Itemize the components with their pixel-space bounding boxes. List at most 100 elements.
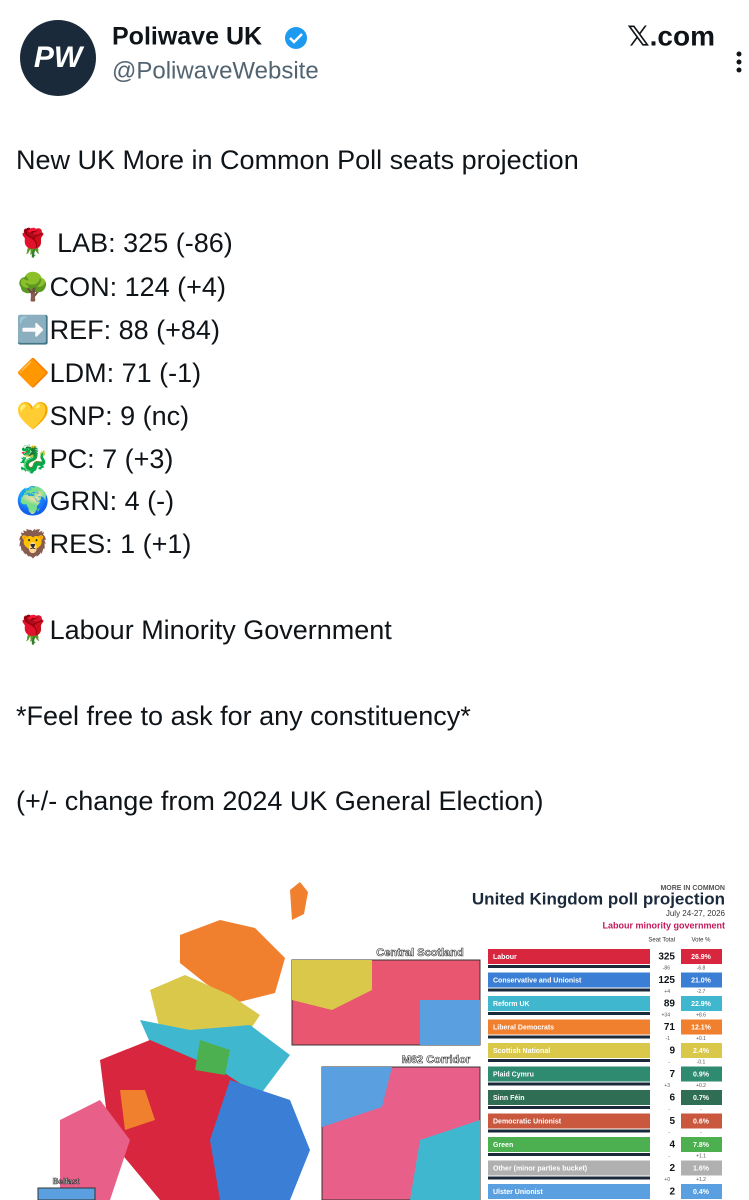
vote-box xyxy=(681,1090,722,1105)
vote-change: +0.2 xyxy=(696,1083,706,1089)
map-label: Belfast xyxy=(53,1177,80,1186)
party-name: Conservative and Unionist xyxy=(493,977,582,984)
bar-base xyxy=(488,988,650,992)
seats: 89 xyxy=(664,999,676,1010)
avatar[interactable] xyxy=(20,20,96,96)
vote-box xyxy=(681,949,722,964)
bar-base xyxy=(488,1153,650,1156)
tweet-line: 🐉PC: 7 (+3) xyxy=(16,443,173,474)
verified-badge xyxy=(285,27,307,49)
party-name: Other (minor parties bucket) xyxy=(493,1165,587,1172)
party-name: Sinn Féin xyxy=(493,1095,525,1102)
tweet-line: 🌳CON: 124 (+4) xyxy=(16,270,226,302)
party-bar xyxy=(488,1137,650,1152)
vote: 22.9% xyxy=(691,1001,712,1008)
seat-change: +0 xyxy=(664,1177,670,1183)
vote: 2.4% xyxy=(693,1048,710,1055)
map-label: M62 Corridor xyxy=(402,1054,471,1066)
map-label: Central Scotland xyxy=(376,947,463,959)
bar-base xyxy=(488,1059,650,1062)
party-name: Green xyxy=(493,1142,513,1149)
seat-change: - xyxy=(668,1059,670,1065)
vote-box xyxy=(681,1043,722,1058)
seat-change: -1 xyxy=(666,1036,671,1042)
tweet-line: New UK More in Common Poll seats project… xyxy=(16,145,579,175)
bar-base xyxy=(488,1035,650,1039)
vote-change: +1.1 xyxy=(696,1153,706,1159)
bar-base xyxy=(488,1129,650,1133)
avatar-text: PW xyxy=(34,41,85,74)
inset-belfast xyxy=(37,1187,96,1200)
party-bar xyxy=(488,1113,650,1129)
vote-box xyxy=(681,1113,722,1129)
party-bar xyxy=(488,972,650,988)
seats: 2 xyxy=(669,1163,675,1174)
vote-change: +0.1 xyxy=(696,1036,706,1042)
vote-change: -6.8 xyxy=(697,965,706,971)
date: July 24-27, 2026 xyxy=(666,909,726,918)
party-bar xyxy=(488,1184,650,1199)
tweet-line: *Feel free to ask for any constituency* xyxy=(16,701,471,731)
vote-box xyxy=(681,1184,722,1199)
tweet-line: 🌍GRN: 4 (-) xyxy=(16,485,174,516)
column-header: Vote % xyxy=(691,938,711,944)
tweet-line: 🔶LDM: 71 (-1) xyxy=(16,357,201,388)
vote: 12.1% xyxy=(691,1024,712,1031)
vote-change: +8.6 xyxy=(696,1012,706,1018)
handle[interactable]: @PoliwaveWebsite xyxy=(112,57,319,84)
tweet-line: 🌹Labour Minority Government xyxy=(16,613,392,645)
seat-change: - xyxy=(668,1106,670,1112)
subtitle: Labour minority government xyxy=(602,920,725,930)
seats: 125 xyxy=(658,975,675,986)
tweet-body: New UK More in Common Poll seats project… xyxy=(16,145,579,816)
display-name[interactable]: Poliwave UK xyxy=(112,23,262,51)
vote-change: +1.2 xyxy=(696,1177,706,1183)
party-name: Plaid Cymru xyxy=(493,1071,534,1078)
vote: 0.7% xyxy=(693,1095,710,1102)
party-name: Reform UK xyxy=(493,1001,530,1008)
party-bar xyxy=(488,1043,650,1058)
tweet-line: 🌹 LAB: 325 (-86) xyxy=(16,226,233,258)
bar-base xyxy=(488,1082,650,1086)
image-title: United Kingdom poll projection xyxy=(472,889,725,908)
party-name: Scottish National xyxy=(493,1048,550,1055)
seat-change: +4 xyxy=(664,989,670,995)
party-bar xyxy=(488,1066,650,1082)
party-bar xyxy=(488,996,650,1011)
vote: 0.6% xyxy=(693,1118,710,1125)
brand: MORE IN COMMON xyxy=(660,885,725,892)
menu-dots[interactable] xyxy=(736,51,742,73)
party-name: Ulster Unionist xyxy=(493,1189,543,1196)
seat-change: - xyxy=(668,1153,670,1159)
tweet-line: 🦁RES: 1 (+1) xyxy=(16,528,191,559)
vote: 26.9% xyxy=(691,954,712,961)
site-label: 𝕏.com xyxy=(627,20,715,51)
vote-box xyxy=(681,1137,722,1152)
vote-change: -0.1 xyxy=(697,1059,706,1065)
bar-base xyxy=(488,1012,650,1015)
party-name: Labour xyxy=(493,954,517,961)
seats: 71 xyxy=(664,1022,676,1033)
seat-change: -86 xyxy=(663,965,670,971)
vote-change: - xyxy=(700,1106,702,1112)
party-bar xyxy=(488,1160,650,1176)
vote-box xyxy=(681,1066,722,1082)
vote-box xyxy=(681,1160,722,1176)
vote-change: -2.7 xyxy=(697,989,706,995)
seat-change: +34 xyxy=(662,1012,671,1018)
bar-base xyxy=(488,1176,650,1180)
vote-change: - xyxy=(700,1130,702,1136)
verified-check xyxy=(289,33,303,44)
vote-box xyxy=(681,996,722,1011)
party-bar xyxy=(488,1019,650,1035)
vote-box xyxy=(681,972,722,988)
map xyxy=(60,882,310,1200)
seats: 2 xyxy=(669,1187,675,1198)
seat-change: +3 xyxy=(664,1083,670,1089)
tweet-line: (+/- change from 2024 UK General Electio… xyxy=(16,786,544,816)
vote: 7.8% xyxy=(693,1142,710,1149)
party-bar xyxy=(488,1090,650,1105)
